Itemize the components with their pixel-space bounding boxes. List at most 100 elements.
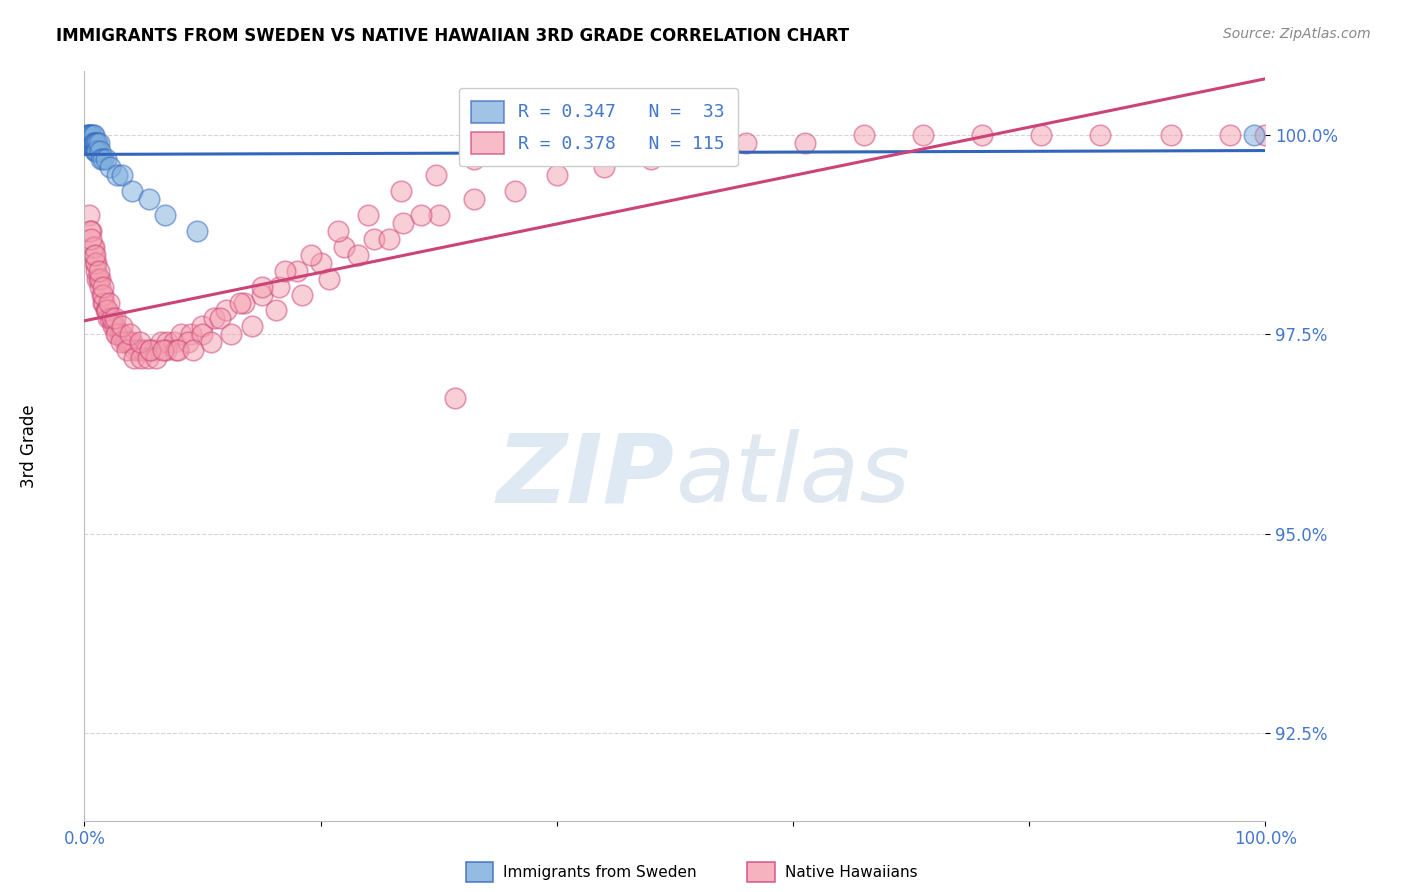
Point [409,208,432,222]
Point [180,327,202,342]
Point [84,136,107,150]
Point [111,168,134,182]
Point [84,263,107,277]
Point [378,232,401,246]
Point [94,303,117,318]
Point [77,208,100,222]
Point [163,335,186,350]
Point [191,319,214,334]
Point [333,240,356,254]
Point [98,311,121,326]
Point [77,136,100,150]
Point [181,343,204,358]
Point [94,152,117,166]
Point [363,232,385,246]
Point [546,168,568,182]
Point [104,311,127,326]
Point [84,144,107,158]
Point [79,224,101,238]
Point [131,343,153,358]
Point [86,144,108,158]
Text: IMMIGRANTS FROM SWEDEN VS NATIVE HAWAIIAN 3RD GRADE CORRELATION CHART: IMMIGRANTS FROM SWEDEN VS NATIVE HAWAIIA… [56,27,849,45]
Y-axis label: 3rd Grade: 3rd Grade [20,404,38,488]
Point [80,232,103,246]
Point [90,152,112,166]
Point [285,263,308,277]
Point [86,271,108,285]
Point [1160,128,1182,142]
Point [145,351,167,366]
Point [240,319,263,334]
Point [82,136,104,150]
Point [1219,128,1241,142]
Point [82,128,104,142]
Point [97,311,120,326]
Point [150,335,173,350]
Text: ZIP: ZIP [496,429,675,523]
FancyBboxPatch shape [747,862,775,882]
Point [124,343,146,358]
Point [111,319,134,334]
Point [299,248,322,262]
Point [264,303,287,318]
Point [138,192,160,206]
Point [1029,128,1052,142]
Point [82,136,104,150]
Point [91,295,114,310]
Point [269,279,291,293]
Point [291,287,314,301]
Point [309,255,332,269]
Point [84,144,107,158]
Point [155,343,177,358]
Point [77,128,100,142]
Point [392,216,415,230]
Point [91,152,114,166]
Point [118,335,141,350]
Point [108,327,131,342]
Point [1088,128,1111,142]
Point [98,160,121,174]
Point [318,271,340,285]
Point [83,248,105,262]
Point [83,240,105,254]
Point [357,208,380,222]
Point [215,303,238,318]
Point [101,319,124,334]
Point [98,295,121,310]
Point [84,255,107,269]
Point [593,160,616,174]
Point [104,319,127,334]
Point [328,224,350,238]
Text: Native Hawaiians: Native Hawaiians [785,865,917,880]
Point [76,128,98,142]
Point [91,287,114,301]
Point [463,152,485,166]
Point [86,136,108,150]
Point [107,327,129,342]
Point [166,343,188,358]
Point [100,311,122,326]
Point [82,240,104,254]
Point [93,295,115,310]
Point [77,128,100,142]
FancyBboxPatch shape [465,862,494,882]
Point [970,128,993,142]
Point [111,327,134,342]
Point [153,208,176,222]
Point [80,136,103,150]
Point [219,327,242,342]
Point [135,343,157,358]
Point [91,287,114,301]
Point [389,184,412,198]
Point [79,136,101,150]
Point [96,303,118,318]
Legend: R = 0.347   N =  33, R = 0.378   N = 115: R = 0.347 N = 33, R = 0.378 N = 115 [458,88,738,166]
Point [80,128,103,142]
Point [91,279,114,293]
Point [505,184,527,198]
Point [96,303,118,318]
Point [89,144,111,158]
Point [110,335,132,350]
Point [129,351,152,366]
Text: atlas: atlas [675,429,910,523]
